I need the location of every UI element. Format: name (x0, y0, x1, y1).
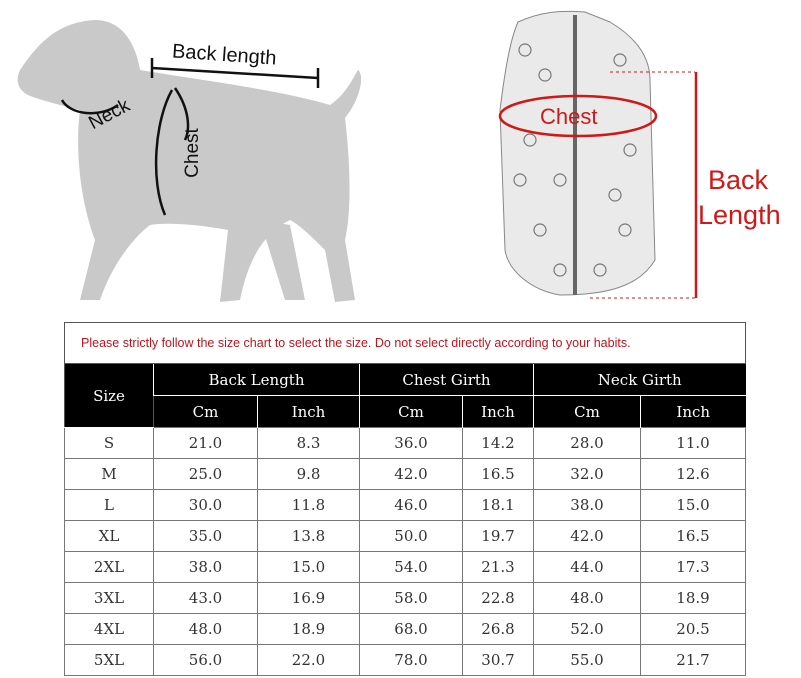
value-cell: 28.0 (533, 427, 641, 459)
value-cell: 22.0 (257, 644, 360, 676)
value-cell: 42.0 (533, 520, 641, 552)
value-cell: 20.5 (640, 613, 746, 645)
value-cell: 30.0 (153, 489, 258, 521)
jacket-chest-label: Chest (540, 104, 598, 129)
value-cell: 18.9 (640, 582, 746, 614)
size-notice: Please strictly follow the size chart to… (64, 322, 746, 364)
measurement-illustration (17, 10, 698, 302)
value-cell: 22.8 (462, 582, 534, 614)
table-row: 4XL 48.0 18.9 68.0 26.8 52.0 20.5 (64, 613, 746, 645)
value-cell: 56.0 (153, 644, 258, 676)
value-cell: 38.0 (533, 489, 641, 521)
value-cell: 15.0 (640, 489, 746, 521)
value-cell: 55.0 (533, 644, 641, 676)
value-cell: 18.9 (257, 613, 360, 645)
size-chart-table: Please strictly follow the size chart to… (64, 322, 746, 676)
value-cell: 48.0 (153, 613, 258, 645)
value-cell: 16.5 (462, 458, 534, 490)
value-cell: 11.0 (640, 427, 746, 459)
value-cell: 17.3 (640, 551, 746, 583)
unit-header: Cm (153, 395, 258, 428)
value-cell: 16.9 (257, 582, 360, 614)
jacket-length-label: Length (698, 200, 781, 230)
table-row: L 30.0 11.8 46.0 18.1 38.0 15.0 (64, 489, 746, 521)
size-header: Size (64, 363, 154, 428)
value-cell: 13.8 (257, 520, 360, 552)
size-cell: 2XL (64, 551, 154, 583)
value-cell: 50.0 (359, 520, 463, 552)
value-cell: 12.6 (640, 458, 746, 490)
value-cell: 43.0 (153, 582, 258, 614)
jacket-back-label: Back (708, 165, 769, 195)
value-cell: 9.8 (257, 458, 360, 490)
value-cell: 68.0 (359, 613, 463, 645)
size-cell: S (64, 427, 154, 459)
size-cell: 3XL (64, 582, 154, 614)
value-cell: 18.1 (462, 489, 534, 521)
jacket-image (499, 10, 656, 296)
unit-header: Inch (257, 395, 360, 428)
value-cell: 38.0 (153, 551, 258, 583)
dog-chest-label: Chest (181, 128, 203, 178)
value-cell: 14.2 (462, 427, 534, 459)
value-cell: 19.7 (462, 520, 534, 552)
value-cell: 30.7 (462, 644, 534, 676)
unit-header: Inch (462, 395, 534, 428)
table-row: 3XL 43.0 16.9 58.0 22.8 48.0 18.9 (64, 582, 746, 614)
value-cell: 54.0 (359, 551, 463, 583)
value-cell: 15.0 (257, 551, 360, 583)
value-cell: 52.0 (533, 613, 641, 645)
value-cell: 21.0 (153, 427, 258, 459)
size-cell: 4XL (64, 613, 154, 645)
value-cell: 8.3 (257, 427, 360, 459)
value-cell: 16.5 (640, 520, 746, 552)
jacket-measure-lines (498, 71, 698, 299)
unit-header: Cm (533, 395, 641, 428)
value-cell: 21.3 (462, 551, 534, 583)
value-cell: 58.0 (359, 582, 463, 614)
table-row: XL 35.0 13.8 50.0 19.7 42.0 16.5 (64, 520, 746, 552)
group-header-back-length: Back Length (153, 363, 360, 396)
value-cell: 46.0 (359, 489, 463, 521)
table-row: 2XL 38.0 15.0 54.0 21.3 44.0 17.3 (64, 551, 746, 583)
value-cell: 48.0 (533, 582, 641, 614)
value-cell: 32.0 (533, 458, 641, 490)
value-cell: 78.0 (359, 644, 463, 676)
value-cell: 11.8 (257, 489, 360, 521)
unit-header: Inch (640, 395, 746, 428)
value-cell: 21.7 (640, 644, 746, 676)
size-cell: L (64, 489, 154, 521)
dog-measure-lines (60, 58, 320, 216)
group-header-chest-girth: Chest Girth (359, 363, 534, 396)
dog-silhouette (17, 20, 362, 302)
table-row: S 21.0 8.3 36.0 14.2 28.0 11.0 (64, 427, 746, 459)
value-cell: 26.8 (462, 613, 534, 645)
value-cell: 35.0 (153, 520, 258, 552)
value-cell: 36.0 (359, 427, 463, 459)
unit-header: Cm (359, 395, 463, 428)
value-cell: 42.0 (359, 458, 463, 490)
size-cell: M (64, 458, 154, 490)
value-cell: 25.0 (153, 458, 258, 490)
size-cell: XL (64, 520, 154, 552)
table-row: 5XL 56.0 22.0 78.0 30.7 55.0 21.7 (64, 644, 746, 676)
group-header-neck-girth: Neck Girth (533, 363, 746, 396)
table-row: M 25.0 9.8 42.0 16.5 32.0 12.6 (64, 458, 746, 490)
size-cell: 5XL (64, 644, 154, 676)
value-cell: 44.0 (533, 551, 641, 583)
